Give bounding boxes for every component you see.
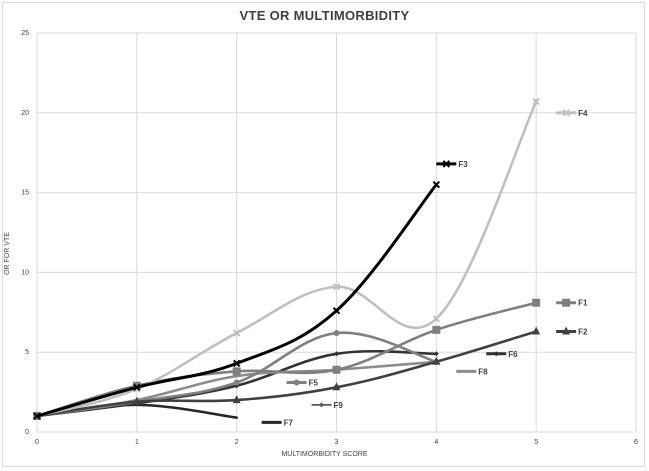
legend-entry-f4: F4 bbox=[556, 109, 588, 118]
x-tick-label: 1 bbox=[135, 439, 139, 446]
y-tick-label: 25 bbox=[21, 30, 29, 37]
x-tick-label: 4 bbox=[434, 439, 438, 446]
legend-label: F6 bbox=[508, 350, 518, 359]
x-tick-label: 5 bbox=[534, 439, 538, 446]
legend-label: F2 bbox=[578, 327, 588, 336]
chart-frame bbox=[2, 2, 645, 467]
y-tick-label: 5 bbox=[25, 349, 29, 356]
legend-label: F4 bbox=[578, 109, 588, 118]
legend-entry-f5: F5 bbox=[286, 379, 319, 388]
legend-label: F1 bbox=[578, 299, 588, 308]
diamond-marker-icon bbox=[319, 402, 325, 408]
x-marker-icon bbox=[532, 97, 540, 106]
legend-entry-f6: F6 bbox=[486, 350, 518, 359]
legend-label: F7 bbox=[284, 418, 294, 427]
square-marker-icon bbox=[562, 298, 571, 307]
legend-entry-f3: F3 bbox=[436, 160, 468, 169]
circle-marker-icon bbox=[233, 379, 240, 386]
triangle-marker-icon bbox=[432, 356, 441, 365]
legend-entry-f9: F9 bbox=[311, 401, 344, 410]
legend-entry-f8: F8 bbox=[456, 367, 488, 376]
diamond-marker-icon bbox=[493, 351, 499, 357]
legend-label: F5 bbox=[309, 379, 319, 388]
legend-label: F3 bbox=[458, 160, 468, 169]
triangle-marker-icon bbox=[232, 395, 241, 404]
y-tick-label: 10 bbox=[21, 269, 29, 276]
series-line bbox=[35, 301, 538, 418]
triangle-marker-icon bbox=[132, 396, 141, 405]
x-axis-label: MULTIMORBIDITY SCORE bbox=[281, 451, 368, 458]
circle-marker-icon bbox=[333, 330, 340, 337]
legend-label: F9 bbox=[334, 401, 344, 410]
square-marker-icon bbox=[232, 367, 241, 376]
x-marker-icon bbox=[332, 283, 341, 291]
square-marker-icon bbox=[432, 325, 441, 334]
x-marker-icon bbox=[232, 359, 241, 368]
x-marker-icon bbox=[133, 383, 141, 392]
diamond-marker-icon bbox=[433, 351, 439, 357]
chart-title: VTE OR MULTIMORBIDITY bbox=[239, 8, 410, 23]
x-tick-label: 6 bbox=[634, 439, 638, 446]
x-marker-icon bbox=[232, 329, 241, 337]
triangle-marker-icon bbox=[332, 382, 341, 391]
x-tick-label: 2 bbox=[235, 439, 239, 446]
square-marker-icon bbox=[532, 298, 541, 307]
series-line bbox=[35, 330, 538, 418]
y-tick-label: 20 bbox=[21, 110, 29, 117]
legend-entry-f2: F2 bbox=[556, 326, 588, 336]
x-marker-icon bbox=[33, 412, 41, 420]
x-tick-label: 3 bbox=[335, 439, 339, 446]
legend-entry-f1: F1 bbox=[556, 298, 588, 308]
x-marker-icon bbox=[332, 306, 341, 315]
x-marker-icon bbox=[442, 160, 451, 168]
series-f4 bbox=[33, 97, 540, 420]
y-tick-label: 0 bbox=[25, 429, 29, 436]
series-f1 bbox=[33, 298, 541, 421]
legend-label: F8 bbox=[478, 367, 488, 376]
x-tick-label: 0 bbox=[35, 439, 39, 446]
square-marker-icon bbox=[132, 381, 141, 390]
diamond-marker-icon bbox=[334, 351, 339, 357]
series-f3 bbox=[33, 180, 441, 420]
square-marker-icon bbox=[332, 365, 341, 374]
x-marker-icon bbox=[562, 109, 570, 117]
y-tick-label: 15 bbox=[21, 190, 29, 197]
legend-entry-f7: F7 bbox=[261, 418, 294, 427]
x-marker-icon bbox=[432, 314, 441, 323]
triangle-marker-icon bbox=[532, 326, 541, 335]
circle-marker-icon bbox=[293, 379, 300, 386]
x-marker-icon bbox=[432, 180, 441, 189]
triangle-marker-icon bbox=[562, 326, 571, 335]
